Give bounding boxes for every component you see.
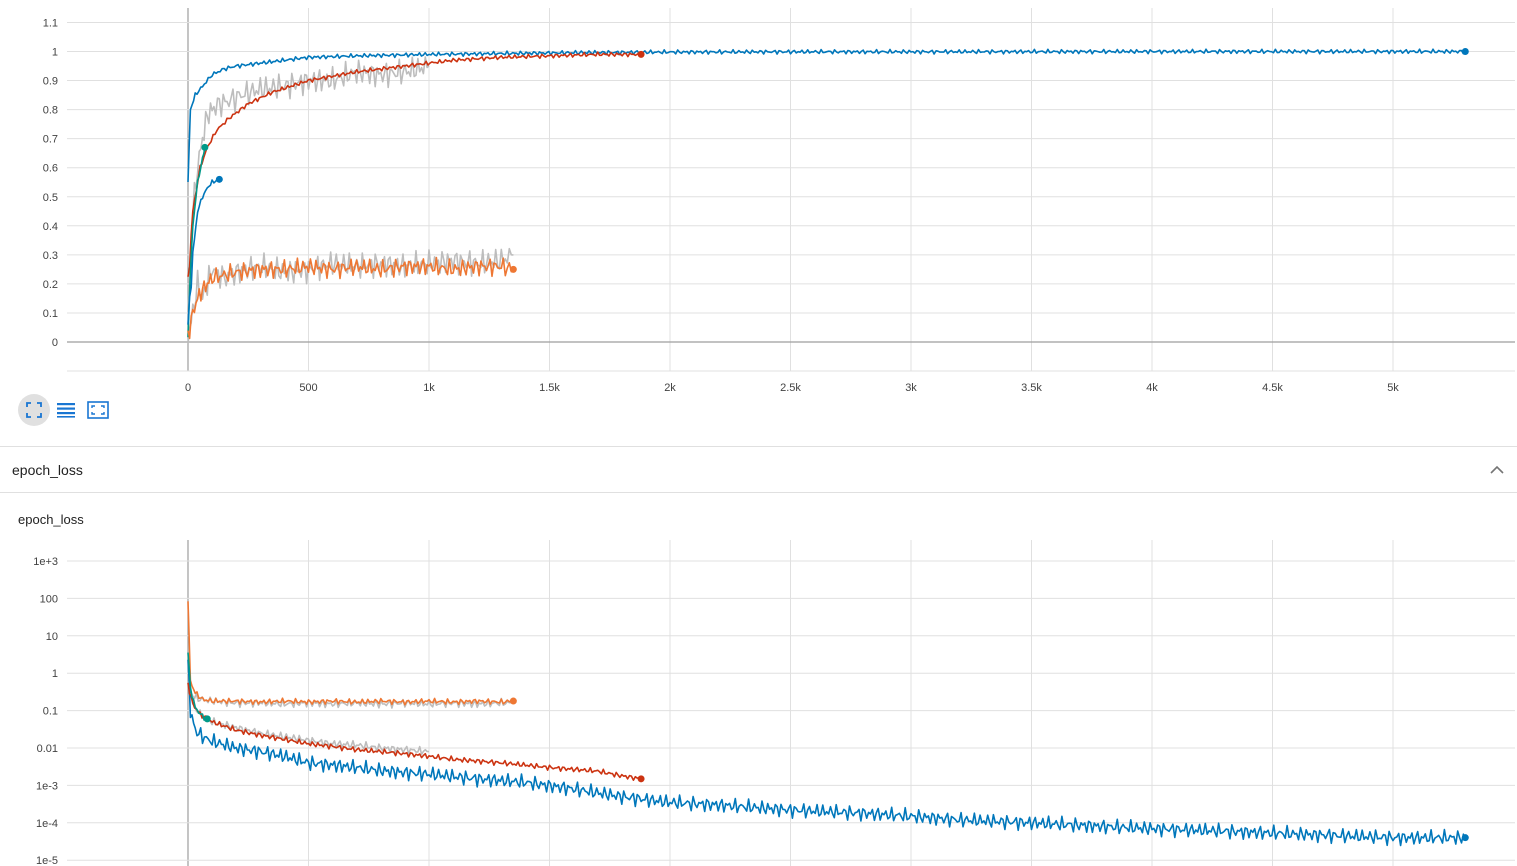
data-selection-icon xyxy=(57,403,75,418)
y-tick-label: 1e-3 xyxy=(36,780,58,792)
series-line xyxy=(187,681,430,756)
y-tick-label: 0.3 xyxy=(43,250,58,262)
series-line xyxy=(187,682,642,781)
x-tick-label: 3k xyxy=(905,382,917,394)
y-tick-label: 0.1 xyxy=(43,706,58,718)
series-end-point xyxy=(203,715,211,723)
series-line xyxy=(187,659,1467,847)
toggle-y-axis-button[interactable] xyxy=(82,394,114,426)
series-end-point xyxy=(637,50,645,58)
section-divider xyxy=(0,446,1517,447)
series-end-point xyxy=(509,265,517,273)
x-tick-label: 5k xyxy=(1387,382,1399,394)
chart-series-group xyxy=(187,601,1469,847)
y-tick-label: 1 xyxy=(52,47,58,59)
y-tick-label: 0 xyxy=(52,337,58,349)
series-end-point xyxy=(509,697,517,705)
fit-domain-icon xyxy=(26,402,42,418)
chevron-up-icon xyxy=(1490,465,1504,474)
series-line xyxy=(187,147,206,338)
y-tick-label: 0.5 xyxy=(43,192,58,204)
x-tick-label: 1.5k xyxy=(539,382,560,394)
x-tick-label: 4k xyxy=(1146,382,1158,394)
series-end-point xyxy=(215,175,223,183)
epoch-accuracy-chart: 0 0.1 0.2 0.3 0.4 0.5 0.6 0.7 0.8 0.9 1 1.1 0 500 1k 1.… xyxy=(43,8,1515,394)
x-tick-label: 2.5k xyxy=(780,382,801,394)
x-tick-label: 0 xyxy=(185,382,191,394)
section-title: epoch_loss xyxy=(12,462,83,478)
series-end-point xyxy=(1461,48,1469,55)
y-tick-label: 0.9 xyxy=(43,76,58,88)
series-line xyxy=(187,256,514,340)
series-line xyxy=(187,48,1466,183)
fit-domain-button[interactable] xyxy=(18,394,50,426)
x-tick-label: 3.5k xyxy=(1021,382,1042,394)
section-divider xyxy=(0,492,1517,493)
chart-axis-labels: 1e+3 100 10 1 0.1 0.01 1e-3 1e-4 1e-5 xyxy=(33,556,58,866)
series-end-point xyxy=(1461,834,1469,842)
y-tick-label: 0.8 xyxy=(43,105,58,117)
x-tick-label: 1k xyxy=(423,382,435,394)
chart-grid xyxy=(67,8,1515,372)
x-tick-label: 4.5k xyxy=(1262,382,1283,394)
y-tick-label: 0.2 xyxy=(43,279,58,291)
chart-toolbar xyxy=(18,394,114,426)
y-tick-label: 1e-4 xyxy=(36,818,58,830)
y-tick-label: 1 xyxy=(52,668,58,680)
y-tick-label: 0.4 xyxy=(43,221,58,233)
chart-series-group xyxy=(187,48,1469,344)
x-tick-label: 500 xyxy=(299,382,317,394)
y-tick-label: 100 xyxy=(40,593,58,605)
y-tick-label: 0.01 xyxy=(37,743,58,755)
card-title: epoch_loss xyxy=(18,512,84,527)
data-selection-button[interactable] xyxy=(50,394,82,426)
series-line xyxy=(187,56,430,310)
epoch-loss-chart: 1e+3 100 10 1 0.1 0.01 1e-3 1e-4 1e-5 xyxy=(33,540,1515,866)
y-tick-label: 0.1 xyxy=(43,308,58,320)
y-tick-label: 1e+3 xyxy=(33,556,58,568)
y-tick-label: 1e-5 xyxy=(36,855,58,866)
section-header[interactable]: epoch_loss xyxy=(0,448,1517,492)
y-tick-label: 0.7 xyxy=(43,134,58,146)
series-end-point xyxy=(637,775,645,783)
y-tick-label: 0.6 xyxy=(43,163,58,175)
series-line xyxy=(187,51,642,277)
toggle-y-axis-icon xyxy=(87,401,109,419)
collapse-button[interactable] xyxy=(1485,458,1509,482)
series-line xyxy=(187,601,514,706)
x-tick-label: 2k xyxy=(664,382,676,394)
y-tick-label: 1.1 xyxy=(43,17,58,29)
y-tick-label: 10 xyxy=(46,631,58,643)
series-line xyxy=(187,178,220,325)
series-end-point xyxy=(201,143,209,151)
chart-axis-labels: 0 0.1 0.2 0.3 0.4 0.5 0.6 0.7 0.8 0.9 1 1.1 0 500 1k 1.… xyxy=(43,17,1400,394)
